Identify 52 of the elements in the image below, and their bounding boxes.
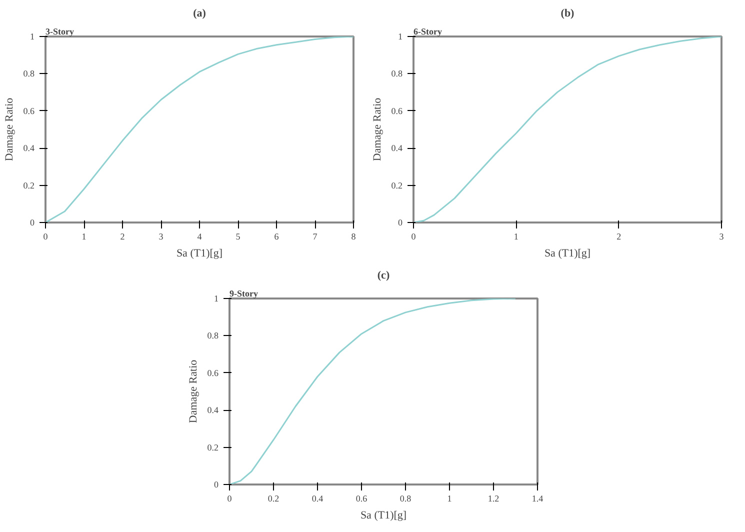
x-tick-label: 7: [312, 232, 318, 242]
y-tick-label: 0.6: [23, 106, 35, 116]
y-tick-label: 0.8: [23, 68, 35, 79]
y-tick-label: 0.4: [207, 405, 219, 416]
y-tick-label: 0: [30, 218, 35, 228]
x-axis-title: Sa (T1)[g]: [360, 510, 407, 522]
x-tick-label: 1: [447, 494, 452, 504]
y-tick-label: 0.4: [23, 143, 35, 154]
x-tick-label: 3: [719, 232, 724, 242]
x-tick-label: 1: [82, 232, 86, 242]
x-tick-label: 6: [274, 232, 280, 242]
y-tick-label: 0.6: [391, 106, 403, 116]
y-tick-label: 1: [214, 294, 218, 304]
y-axis-title: Damage Ratio: [3, 97, 16, 162]
annotation: 9-Story: [230, 288, 258, 298]
x-axis-title: Sa (T1)[g]: [176, 248, 223, 260]
x-tick-label: 4: [197, 232, 202, 242]
line-series: [414, 36, 722, 222]
x-tick-label: 0.2: [268, 494, 280, 504]
y-axis-title: Damage Ratio: [371, 97, 384, 162]
y-tick-label: 0.2: [391, 180, 402, 190]
annotation: 3-Story: [46, 26, 74, 36]
annotation: 6-Story: [414, 26, 442, 36]
y-tick-label: 0: [398, 218, 403, 228]
x-tick-label: 0.4: [312, 494, 324, 504]
chart-title: (c): [377, 270, 390, 282]
y-tick-label: 0.6: [207, 368, 219, 378]
x-tick-label: 0.6: [356, 494, 368, 504]
y-axis-title: Damage Ratio: [187, 359, 200, 424]
y-tick-label: 0.8: [391, 68, 403, 79]
chart-title: (a): [193, 8, 206, 20]
y-tick-label: 1: [30, 32, 34, 42]
x-axis-title: Sa (T1)[g]: [544, 248, 591, 260]
x-tick-label: 1.4: [532, 494, 544, 504]
chart-title: (b): [560, 8, 575, 20]
x-tick-label: 0: [227, 494, 232, 504]
x-tick-label: 2: [616, 232, 622, 242]
y-tick-label: 0.2: [23, 180, 34, 190]
x-tick-label: 0: [43, 232, 48, 242]
x-tick-label: 8: [351, 232, 356, 242]
line-series: [46, 36, 354, 222]
x-tick-label: 2: [120, 232, 125, 242]
y-tick-label: 1: [398, 32, 402, 42]
x-tick-label: 1: [514, 232, 518, 242]
y-tick-label: 0: [214, 480, 219, 490]
y-tick-label: 0.8: [207, 330, 219, 341]
x-tick-label: 1.2: [488, 494, 500, 504]
y-tick-label: 0.2: [207, 442, 218, 452]
y-tick-label: 0.4: [391, 143, 403, 154]
x-tick-label: 5: [236, 232, 241, 242]
x-tick-label: 3: [158, 232, 164, 242]
x-tick-label: 0: [411, 232, 416, 242]
